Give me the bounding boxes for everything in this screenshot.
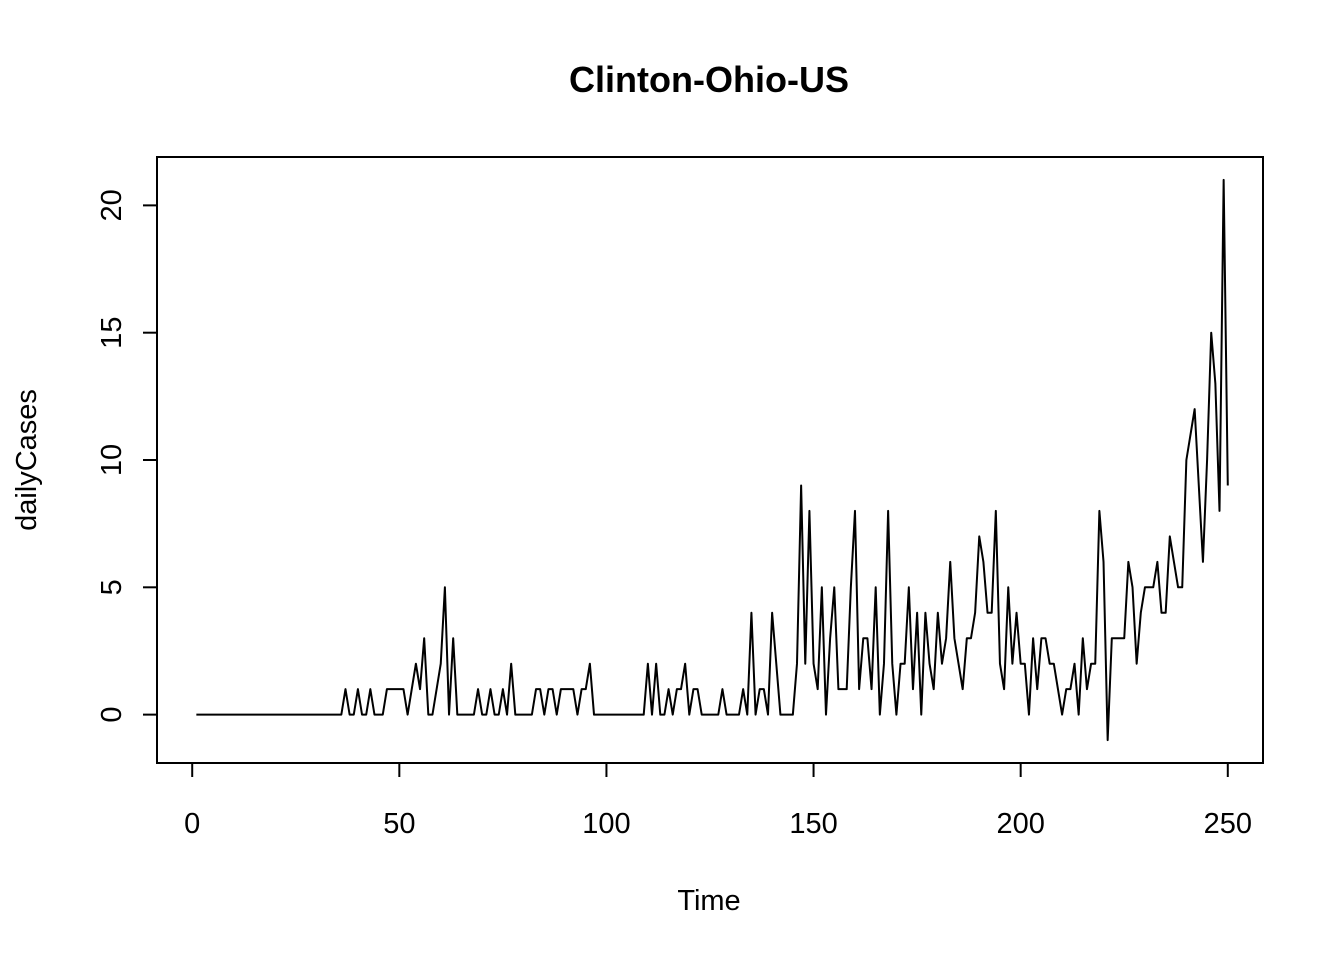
y-tick-label: 5 — [96, 579, 128, 595]
x-tick-label: 150 — [789, 808, 837, 840]
y-tick-label: 10 — [96, 444, 128, 476]
x-tick-label: 100 — [582, 808, 630, 840]
plot-frame — [156, 156, 1264, 764]
series-points — [195, 179, 1228, 741]
chart-title: Clinton-Ohio-US — [569, 59, 849, 100]
y-axis-label: dailyCases — [11, 389, 43, 531]
x-tick-label: 50 — [383, 808, 415, 840]
x-axis: 0 50 100 150 200 250 — [184, 762, 1252, 840]
y-tick-label: 15 — [96, 317, 128, 349]
x-tick-label: 200 — [996, 808, 1044, 840]
x-tick-label: 0 — [184, 808, 200, 840]
x-axis-label: Time — [677, 885, 740, 917]
y-axis: 0 5 10 15 20 — [96, 189, 158, 723]
y-tick-label: 0 — [96, 707, 128, 723]
y-tick-label: 20 — [96, 189, 128, 221]
x-tick-label: 250 — [1204, 808, 1252, 840]
series-line — [196, 178, 1229, 742]
